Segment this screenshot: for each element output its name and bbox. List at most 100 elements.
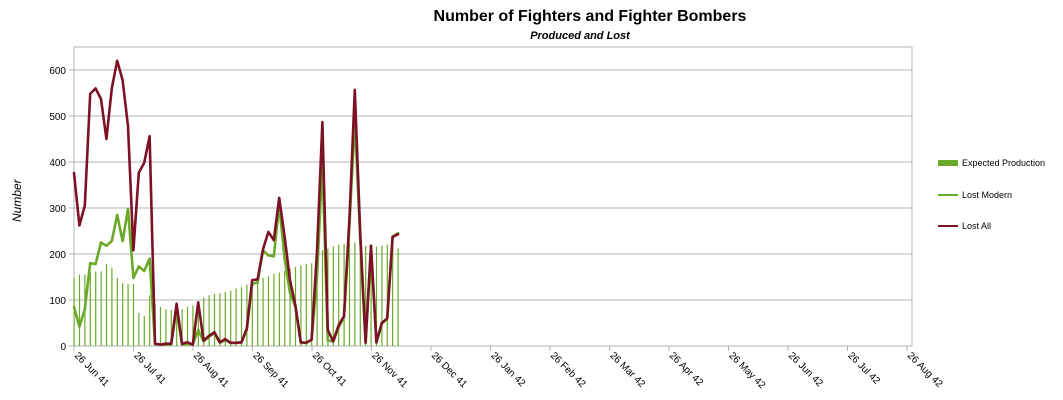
point-lost-all <box>186 341 189 344</box>
point-lost-modern <box>283 257 286 260</box>
point-lost-modern <box>137 265 140 268</box>
point-lost-all <box>305 341 308 344</box>
point-lost-all <box>94 87 97 90</box>
y-tick-label: 400 <box>49 158 66 169</box>
bar-expected-production <box>89 272 91 346</box>
x-tick-label: 26 Apr 42 <box>667 350 705 388</box>
point-lost-all <box>154 342 156 345</box>
bar-expected-production <box>381 245 383 346</box>
bar-expected-production <box>181 309 183 346</box>
point-lost-all <box>397 233 399 236</box>
bar-expected-production <box>165 309 167 346</box>
point-lost-all <box>326 329 329 331</box>
point-lost-all <box>364 341 367 344</box>
point-lost-all <box>240 341 243 344</box>
bar-expected-production <box>300 265 302 346</box>
point-lost-modern <box>272 255 275 258</box>
chart-subtitle: Produced and Lost <box>530 30 630 42</box>
x-tick-label: 26 Aug 42 <box>905 350 945 390</box>
bar-expected-production <box>316 260 318 346</box>
point-lost-modern <box>267 254 270 257</box>
bar-expected-production <box>100 271 102 346</box>
bar-expected-production <box>235 288 237 346</box>
point-lost-all <box>100 98 102 100</box>
bar-expected-production <box>386 244 388 346</box>
x-tick-label: 26 Mar 42 <box>607 350 647 390</box>
bar-expected-production <box>176 309 178 346</box>
bar-expected-production <box>170 310 172 346</box>
bar-expected-production <box>95 271 97 346</box>
point-lost-all <box>224 338 227 340</box>
point-lost-all <box>289 279 291 282</box>
point-lost-all <box>132 249 135 252</box>
legend-swatch-line <box>938 225 958 227</box>
y-tick-label: 200 <box>49 250 66 261</box>
x-tick-label: 26 Dec 41 <box>429 350 469 390</box>
point-lost-modern <box>83 308 86 311</box>
bar-expected-production <box>127 283 129 346</box>
point-lost-all <box>89 93 92 95</box>
bar-expected-production <box>78 274 81 346</box>
x-tick-label: 26 Jan 42 <box>488 350 527 389</box>
point-lost-all <box>208 334 210 337</box>
point-lost-all <box>83 204 86 207</box>
point-lost-all <box>299 341 302 344</box>
bar-expected-production <box>116 277 118 346</box>
point-lost-all <box>218 341 221 344</box>
x-tick-label: 26 Jul 41 <box>131 350 168 387</box>
chart-title: Number of Fighters and Fighter Bombers <box>433 8 747 25</box>
point-lost-all <box>235 341 237 344</box>
point-lost-modern <box>143 270 146 272</box>
bar-expected-production <box>251 282 253 346</box>
point-lost-modern <box>197 329 200 331</box>
point-lost-all <box>148 135 151 138</box>
bar-expected-production <box>305 264 307 346</box>
x-tick-label: 26 Aug 41 <box>191 350 231 390</box>
point-lost-all <box>170 342 173 345</box>
point-lost-all <box>251 279 254 282</box>
point-lost-all <box>191 343 194 346</box>
bar-expected-production <box>321 250 324 346</box>
bar-expected-production <box>132 283 135 346</box>
point-lost-all <box>245 327 248 330</box>
legend-item-expected-production: Expected Production <box>938 156 1045 170</box>
point-lost-modern <box>89 262 92 265</box>
bar-expected-production <box>219 293 221 346</box>
bar-expected-production <box>240 287 243 346</box>
bar-expected-production <box>267 276 270 346</box>
point-lost-modern <box>148 257 151 260</box>
bar-expected-production <box>192 305 194 346</box>
point-lost-all <box>105 138 108 140</box>
legend-swatch-bar <box>938 160 958 166</box>
bar-expected-production <box>197 303 199 346</box>
point-lost-all <box>256 278 259 281</box>
point-lost-all <box>121 79 124 82</box>
bar-expected-production <box>246 284 248 346</box>
x-tick-label: 26 Feb 42 <box>548 350 588 390</box>
point-lost-all <box>267 231 270 233</box>
point-lost-all <box>137 171 140 174</box>
x-tick-label: 26 Jun 41 <box>72 350 111 389</box>
bar-expected-production <box>149 295 151 346</box>
bar-expected-production <box>311 263 313 346</box>
point-lost-all <box>348 218 351 221</box>
legend-label: Lost All <box>962 221 992 231</box>
point-lost-all <box>202 339 205 342</box>
point-lost-modern <box>110 240 113 243</box>
bar-expected-production <box>111 267 113 346</box>
bar-expected-production <box>122 282 124 346</box>
bar-expected-production <box>203 297 205 346</box>
bar-expected-production <box>230 290 232 346</box>
point-lost-all <box>337 324 340 327</box>
bar-expected-production <box>143 316 145 346</box>
bar-expected-production <box>278 272 280 346</box>
point-lost-all <box>321 121 324 123</box>
y-tick-label: 100 <box>49 296 66 307</box>
point-lost-modern <box>326 339 329 342</box>
bar-expected-production <box>273 273 275 346</box>
legend-swatch-line <box>938 194 958 196</box>
point-lost-all <box>391 236 394 238</box>
bar-expected-production <box>289 268 291 346</box>
point-lost-modern <box>256 281 259 284</box>
